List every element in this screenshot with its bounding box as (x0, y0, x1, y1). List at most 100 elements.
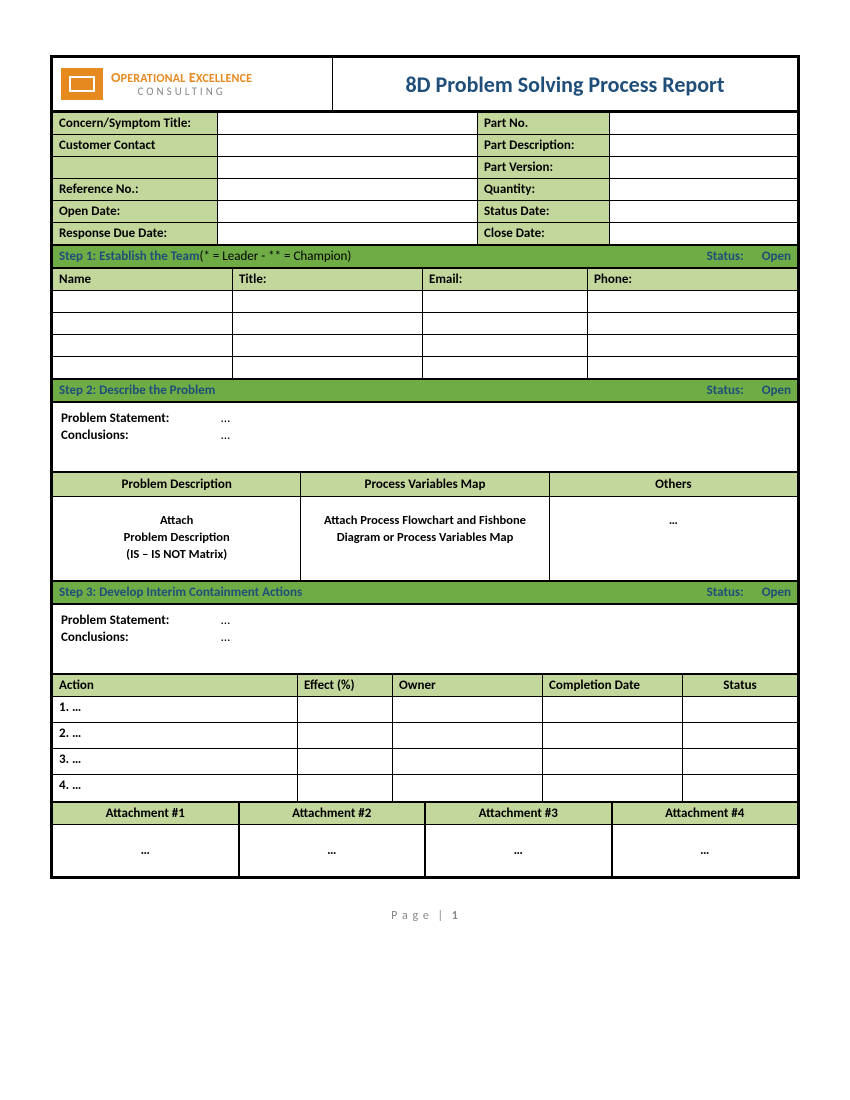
step3-cell[interactable]: 4. … (53, 775, 298, 801)
step3-cell[interactable] (683, 723, 797, 748)
step1-col-phone: Phone: (588, 269, 797, 290)
step1-cell[interactable] (233, 357, 423, 378)
step1-row[interactable] (53, 313, 797, 335)
step3-row[interactable]: 1. … (53, 697, 797, 723)
footer-page-label: P a g e (391, 909, 430, 923)
step1-row[interactable] (53, 291, 797, 313)
meta-customer-value2[interactable] (218, 157, 478, 178)
step1-row[interactable] (53, 357, 797, 378)
step2-grid-body: Attach Problem Description (IS – IS NOT … (53, 497, 797, 582)
meta-qty-value[interactable] (610, 179, 797, 200)
step3-cell[interactable]: 1. … (53, 697, 298, 722)
step2-gc-2[interactable]: … (550, 497, 797, 580)
meta-concern-value[interactable] (218, 113, 478, 134)
step1-cell[interactable] (53, 313, 233, 334)
attach-c-0[interactable]: … (53, 825, 240, 876)
attach-c-2[interactable]: … (426, 825, 613, 876)
attach-head: Attachment #1 Attachment #2 Attachment #… (53, 801, 797, 825)
meta-partdesc-value[interactable] (610, 135, 797, 156)
step3-cell[interactable] (393, 697, 543, 722)
step3-row[interactable]: 2. … (53, 723, 797, 749)
step3-cell[interactable] (543, 697, 683, 722)
step3-cell[interactable] (393, 723, 543, 748)
step1-row[interactable] (53, 335, 797, 357)
meta-respdue-label: Response Due Date: (53, 223, 218, 244)
meta-partver-value[interactable] (610, 157, 797, 178)
step1-cell[interactable] (233, 335, 423, 356)
step1-cell[interactable] (588, 357, 797, 378)
step2-conc-value[interactable]: … (221, 428, 230, 443)
step3-cell[interactable] (393, 749, 543, 774)
step1-rows (53, 291, 797, 378)
meta-ref-value[interactable] (218, 179, 478, 200)
step2-ps-label: Problem Statement: (61, 411, 221, 426)
step3-cell[interactable] (298, 723, 393, 748)
step3-cell[interactable] (298, 697, 393, 722)
step3-row[interactable]: 3. … (53, 749, 797, 775)
step2-gc-0[interactable]: Attach Problem Description (IS – IS NOT … (53, 497, 301, 580)
meta-partno-value[interactable] (610, 113, 797, 134)
header-row: OPERATIONAL EXCELLENCE CONSULTING 8D Pro… (53, 58, 797, 113)
step1-legend: (* = Leader - ** = Champion) (200, 249, 352, 264)
step3-cell[interactable] (298, 775, 393, 801)
page-footer: P a g e | 1 (50, 909, 800, 923)
step1-cell[interactable] (233, 291, 423, 312)
step3-conc-value[interactable]: … (221, 630, 230, 645)
step3-cell[interactable] (683, 749, 797, 774)
step3-cell[interactable] (298, 749, 393, 774)
attach-h-3: Attachment #4 (613, 803, 798, 824)
step3-row[interactable]: 4. … (53, 775, 797, 801)
logo-cell: OPERATIONAL EXCELLENCE CONSULTING (53, 58, 333, 110)
step3-ps-value[interactable]: … (221, 613, 230, 628)
attach-c-1[interactable]: … (240, 825, 427, 876)
step3-cell[interactable]: 2. … (53, 723, 298, 748)
step3-ps-label: Problem Statement: (61, 613, 221, 628)
step3-col-status: Status (683, 675, 797, 696)
step1-cell[interactable] (588, 313, 797, 334)
step2-ps-value[interactable]: … (221, 411, 230, 426)
step3-cell[interactable] (683, 775, 797, 801)
step1-cell[interactable] (233, 313, 423, 334)
attach-c-3[interactable]: … (613, 825, 798, 876)
step1-cell[interactable] (423, 357, 588, 378)
meta-open-value[interactable] (218, 201, 478, 222)
step3-cell[interactable] (683, 697, 797, 722)
step3-cell[interactable] (543, 723, 683, 748)
step1-cell[interactable] (423, 313, 588, 334)
meta-statusdate-value[interactable] (610, 201, 797, 222)
meta-respdue-value[interactable] (218, 223, 478, 244)
meta-customer-value[interactable] (218, 135, 478, 156)
step3-cell[interactable]: 3. … (53, 749, 298, 774)
step1-cell[interactable] (588, 335, 797, 356)
step1-status-label: Status: (707, 249, 744, 264)
step3-cell[interactable] (543, 775, 683, 801)
step2-status-value: Open (762, 383, 791, 398)
step1-head: Name Title: Email: Phone: (53, 269, 797, 291)
step1-cell[interactable] (423, 335, 588, 356)
step1-col-title: Title: (233, 269, 423, 290)
attach-h-2: Attachment #3 (426, 803, 613, 824)
meta-customer-label: Customer Contact (53, 135, 218, 156)
footer-sep: | (438, 909, 445, 923)
attach-h-0: Attachment #1 (53, 803, 240, 824)
logo-line1: OPERATIONAL EXCELLENCE (111, 69, 252, 86)
step1-title: Step 1: Establish the Team (59, 249, 200, 264)
meta-close-label: Close Date: (478, 223, 610, 244)
step3-cell[interactable] (393, 775, 543, 801)
step3-status-value: Open (762, 585, 791, 600)
step1-cell[interactable] (53, 357, 233, 378)
step1-cell[interactable] (588, 291, 797, 312)
step1-cell[interactable] (53, 335, 233, 356)
step2-gc-1[interactable]: Attach Process Flowchart and Fishbone Di… (301, 497, 549, 580)
step3-col-owner: Owner (393, 675, 543, 696)
meta-partno-label: Part No. (478, 113, 610, 134)
step1-cell[interactable] (53, 291, 233, 312)
meta-partdesc-label: Part Description: (478, 135, 610, 156)
step1-col-name: Name (53, 269, 233, 290)
step3-bar: Step 3: Develop Interim Containment Acti… (53, 582, 797, 605)
meta-close-value[interactable] (610, 223, 797, 244)
step2-gh-0: Problem Description (53, 473, 301, 496)
step1-cell[interactable] (423, 291, 588, 312)
step3-cell[interactable] (543, 749, 683, 774)
step3-status-label: Status: (707, 585, 744, 600)
